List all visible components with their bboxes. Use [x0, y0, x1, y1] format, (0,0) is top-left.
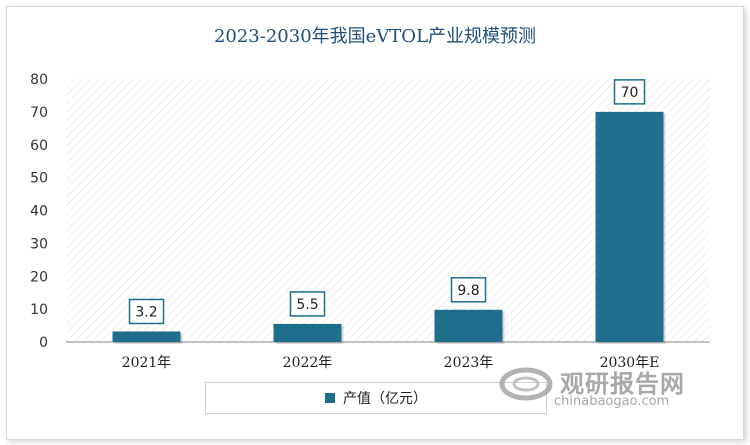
- x-tick-label: 2022年: [283, 355, 333, 371]
- data-label-box: [450, 277, 487, 303]
- x-tick-label: 2030年E: [600, 355, 660, 371]
- bar: [434, 309, 503, 342]
- x-tick-label: 2023年: [444, 355, 494, 371]
- y-tick-label: 80: [30, 72, 48, 88]
- bar: [112, 331, 181, 342]
- watermark-logo-icon: [499, 367, 553, 401]
- data-label-box: [613, 79, 646, 105]
- bar: [595, 111, 664, 342]
- y-tick-label: 70: [30, 105, 48, 121]
- x-tick-label: 2021年: [122, 355, 172, 371]
- y-tick-label: 10: [30, 302, 48, 318]
- data-label: 9.8: [457, 283, 479, 299]
- watermark-en: chinabaogao.com: [554, 394, 670, 409]
- chart-title: 2023-2030年我国eVTOL产业规模预测: [213, 26, 537, 47]
- data-label-box: [289, 291, 326, 317]
- y-tick-label: 40: [30, 204, 48, 220]
- y-tick-label: 60: [30, 138, 48, 154]
- watermark: 观研报告网 chinabaogao.com: [498, 362, 718, 412]
- data-label: 3.2: [135, 304, 157, 320]
- data-label: 70: [621, 85, 639, 101]
- data-label: 5.5: [296, 297, 318, 313]
- y-tick-label: 50: [30, 171, 48, 187]
- legend: 产值（亿元）: [205, 382, 547, 414]
- y-tick-label: 20: [30, 269, 48, 285]
- legend-label: 产值（亿元）: [343, 391, 427, 407]
- bar: [273, 323, 342, 342]
- y-tick-label: 0: [39, 335, 48, 351]
- y-tick-label: 30: [30, 236, 48, 252]
- legend-swatch: [325, 393, 335, 403]
- data-label-box: [128, 298, 165, 325]
- watermark-cn: 观研报告网: [560, 370, 685, 398]
